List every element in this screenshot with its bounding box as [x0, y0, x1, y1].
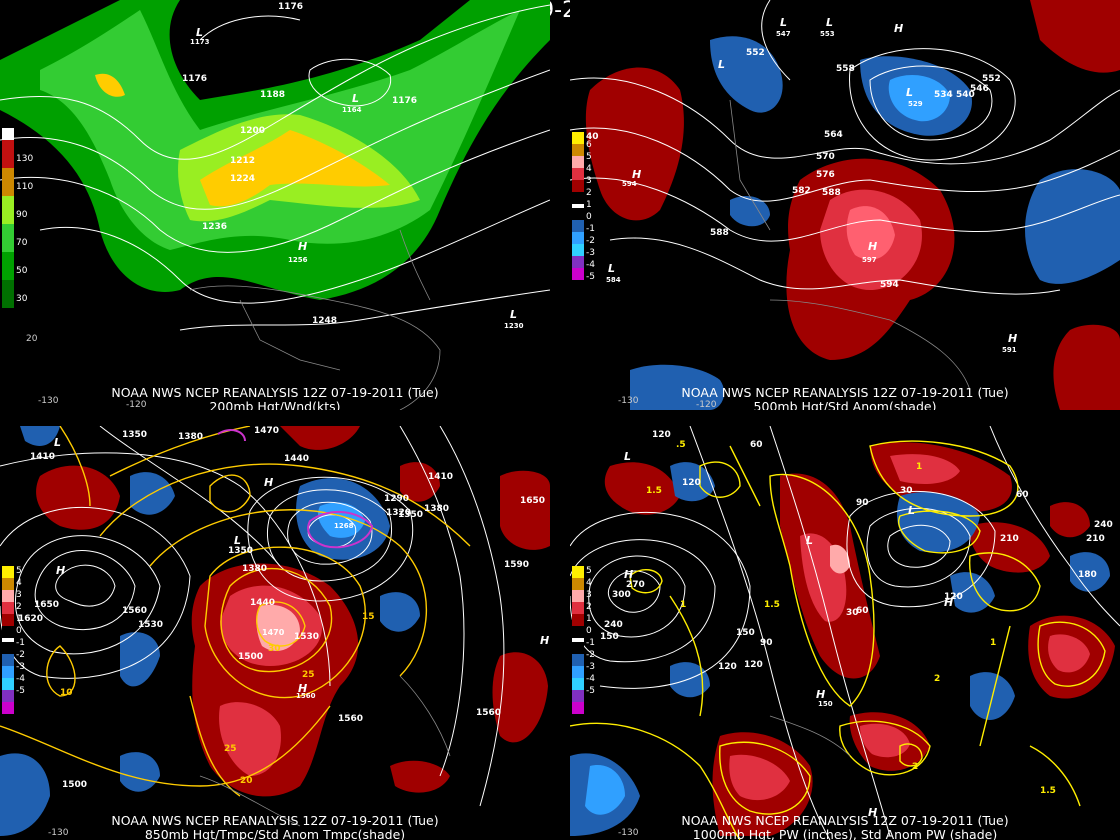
contour-label: 1176: [182, 74, 208, 84]
contour-label: 1212: [230, 156, 256, 166]
contour-label: 1176: [392, 96, 418, 106]
panel-caption: NOAA NWS NCEP REANALYSIS 12Z 07-19-2011 …: [681, 385, 1009, 411]
contour-label: 1164: [342, 106, 362, 114]
panel-caption: NOAA NWS NCEP REANALYSIS 12Z 07-19-2011 …: [111, 385, 439, 411]
anom-legend: 6 5 4 3 2 1 0 -1 -2 -3 -4 -5: [572, 132, 595, 300]
contour-label: 1256: [288, 256, 308, 264]
contour-label: 1236: [202, 222, 228, 232]
panel-1000mb: 5 4 3 2 1 0 -1 -2 -3 -4 -5 120 60 120 90…: [570, 426, 1120, 840]
anom-legend: 5 4 3 2 1 0 -1 -2 -3 -4 -5: [572, 566, 595, 724]
panel-500mb: 6 5 4 3 2 1 0 -1 -2 -3 -4 -5 547 553 552…: [570, 0, 1120, 410]
contour-label: 1188: [260, 90, 286, 100]
anom-legend: 5 4 3 2 1 0 -1 -2 -3 -4 -5: [2, 566, 25, 724]
panel-caption: NOAA NWS NCEP REANALYSIS 12Z 07-19-2011 …: [111, 813, 439, 840]
contour-label: 1200: [240, 126, 266, 136]
contour-label: 1230: [504, 322, 524, 330]
map-500mb: [570, 0, 1120, 410]
contour-label: 1224: [230, 174, 256, 184]
contour-label: 1248: [312, 316, 338, 326]
contour-label: 1173: [190, 38, 210, 46]
panel-850mb: 5 4 3 2 1 0 -1 -2 -3 -4 -5 1350 1380 141…: [0, 426, 550, 840]
contour-label: 1176: [278, 2, 304, 12]
map-1000mb: [570, 426, 1120, 840]
wind-legend: 130 110 90 70 50 30: [2, 128, 33, 308]
map-850mb: [0, 426, 550, 836]
map-200mb: [0, 0, 550, 410]
panel-200mb: 130 110 90 70 50 30 1176 1173 1176 1188 …: [0, 0, 550, 410]
panel-caption: NOAA NWS NCEP REANALYSIS 12Z 07-19-2011 …: [681, 813, 1009, 840]
